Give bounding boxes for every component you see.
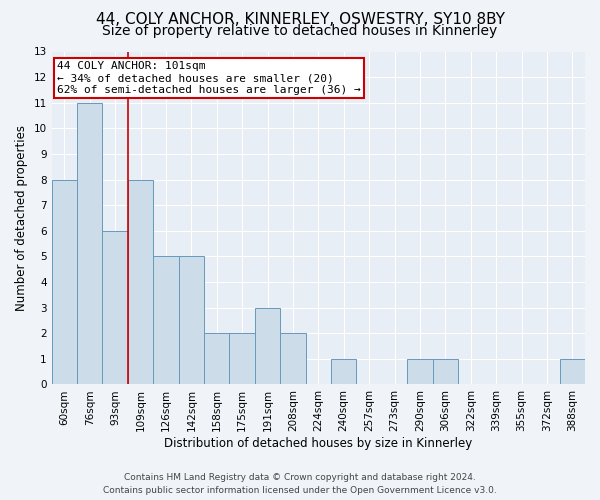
Bar — [433, 359, 458, 384]
Text: 44, COLY ANCHOR, KINNERLEY, OSWESTRY, SY10 8BY: 44, COLY ANCHOR, KINNERLEY, OSWESTRY, SY… — [95, 12, 505, 28]
Bar — [255, 308, 280, 384]
Text: 44 COLY ANCHOR: 101sqm
← 34% of detached houses are smaller (20)
62% of semi-det: 44 COLY ANCHOR: 101sqm ← 34% of detached… — [57, 62, 361, 94]
X-axis label: Distribution of detached houses by size in Kinnerley: Distribution of detached houses by size … — [164, 437, 472, 450]
Bar — [280, 333, 305, 384]
Y-axis label: Number of detached properties: Number of detached properties — [15, 125, 28, 311]
Bar — [229, 333, 255, 384]
Text: Contains HM Land Registry data © Crown copyright and database right 2024.
Contai: Contains HM Land Registry data © Crown c… — [103, 474, 497, 495]
Bar — [153, 256, 179, 384]
Bar — [179, 256, 204, 384]
Bar — [77, 102, 103, 384]
Bar — [103, 231, 128, 384]
Text: Size of property relative to detached houses in Kinnerley: Size of property relative to detached ho… — [103, 24, 497, 38]
Bar — [128, 180, 153, 384]
Bar — [407, 359, 433, 384]
Bar — [52, 180, 77, 384]
Bar — [204, 333, 229, 384]
Bar — [331, 359, 356, 384]
Bar — [560, 359, 585, 384]
